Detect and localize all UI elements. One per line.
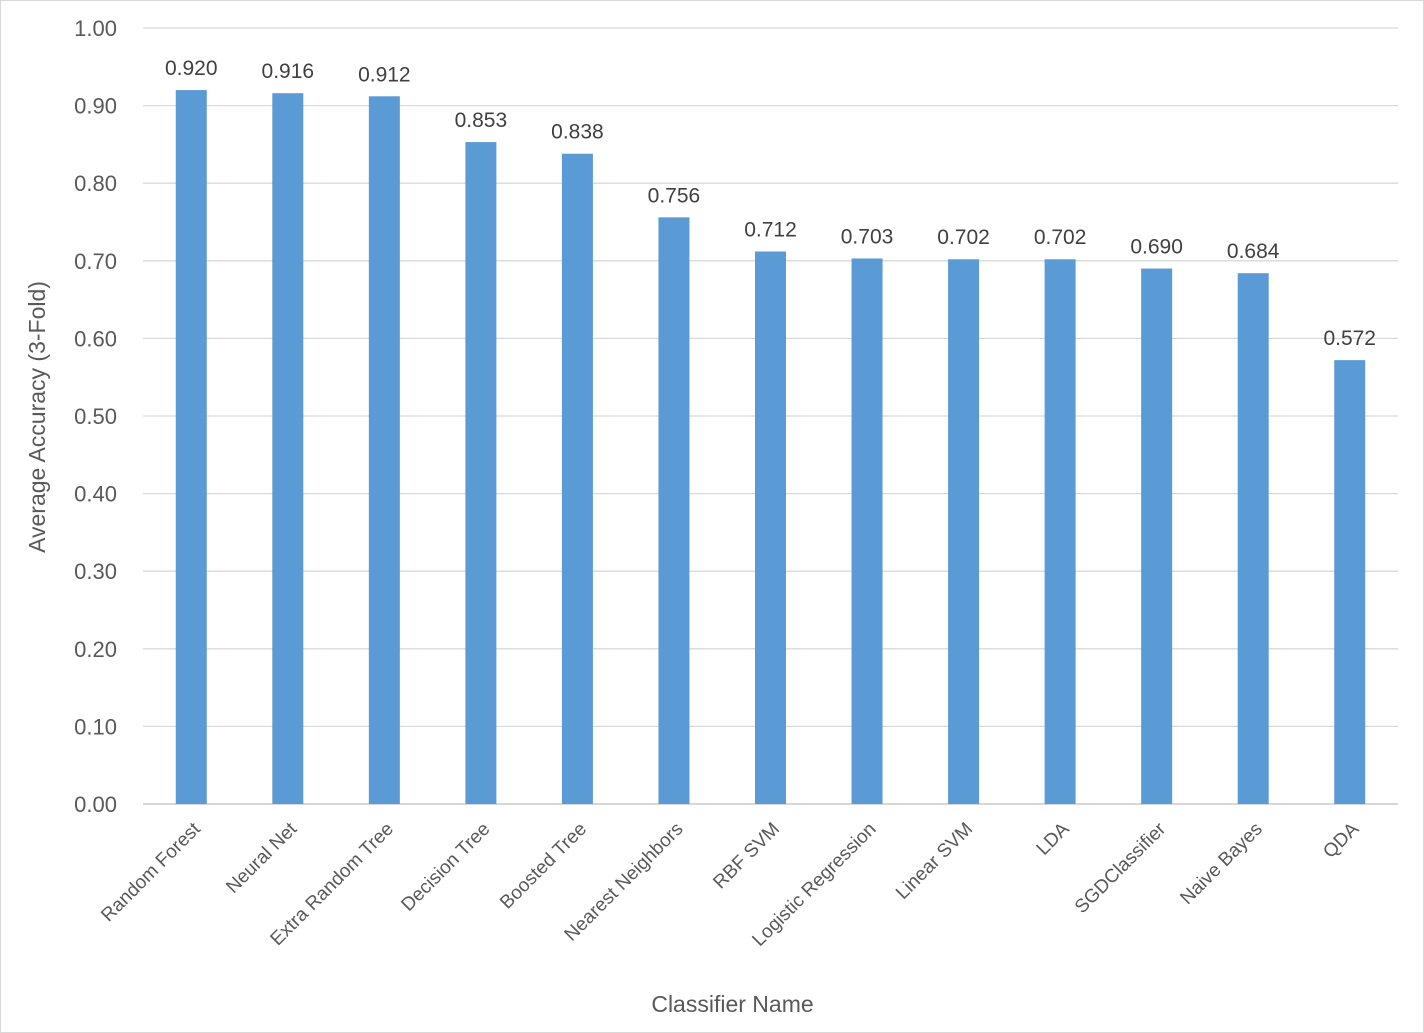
data-label: 0.712 (744, 218, 797, 241)
data-label: 0.756 (648, 184, 701, 207)
y-tick-label: 0.10 (74, 714, 117, 739)
bar (851, 258, 883, 804)
data-labels: 0.920 0.916 0.912 0.853 0.838 0.756 0.712 0.703… (165, 57, 1376, 350)
x-category-label: SGDClassifier (1071, 818, 1171, 918)
bar (368, 96, 400, 804)
y-tick-label: 1.00 (74, 16, 117, 41)
y-tick-label: 0.00 (74, 792, 117, 817)
data-label: 0.572 (1323, 327, 1376, 350)
y-tick-label: 0.80 (74, 171, 117, 196)
data-label: 0.838 (551, 121, 604, 144)
data-label: 0.703 (841, 225, 894, 248)
gridlines (143, 27, 1398, 805)
bar (175, 90, 207, 804)
bars (175, 90, 1366, 804)
x-category-label: Linear SVM (892, 819, 977, 904)
y-tick-label: 0.90 (74, 94, 117, 119)
bar (1141, 268, 1173, 804)
bar (272, 93, 304, 804)
data-label: 0.702 (937, 226, 990, 249)
x-category-label: Boosted Tree (496, 819, 591, 914)
x-category-label: QDA (1319, 818, 1363, 862)
y-axis-title: Average Accuracy (3-Fold) (24, 281, 50, 553)
data-label: 0.853 (455, 109, 508, 132)
bar (465, 142, 497, 804)
y-tick-label: 0.50 (74, 404, 117, 429)
data-label: 0.702 (1034, 226, 1087, 249)
y-tick-label: 0.30 (74, 559, 117, 584)
bar (948, 259, 980, 804)
bar (755, 251, 786, 804)
y-tick-label: 0.40 (74, 482, 117, 507)
bar (1237, 273, 1269, 804)
data-label: 0.684 (1227, 240, 1280, 263)
x-axis-title: Classifier Name (651, 991, 813, 1017)
x-category-label: Neural Net (222, 818, 302, 898)
bar (1334, 360, 1366, 804)
x-category-label: LDA (1033, 818, 1074, 859)
x-category-label: RBF SVM (709, 819, 784, 894)
bar (1044, 259, 1076, 804)
bar (658, 217, 690, 804)
data-label: 0.920 (165, 57, 218, 80)
data-label: 0.690 (1130, 236, 1183, 259)
data-label: 0.912 (358, 63, 411, 86)
x-category-label: Random Forest (97, 818, 205, 926)
bar (561, 153, 593, 804)
y-tick-label: 0.60 (74, 326, 117, 351)
data-label: 0.916 (262, 60, 315, 83)
x-category-label: Naive Bayes (1176, 819, 1266, 909)
x-category-label: Decision Tree (397, 819, 494, 916)
y-tick-label: 0.20 (74, 637, 117, 662)
y-tick-label: 0.70 (74, 249, 117, 274)
y-axis-ticks: 0.00 0.10 0.20 0.30 0.40 0.50 0.60 0.70 0.80 0.90… (74, 16, 117, 817)
